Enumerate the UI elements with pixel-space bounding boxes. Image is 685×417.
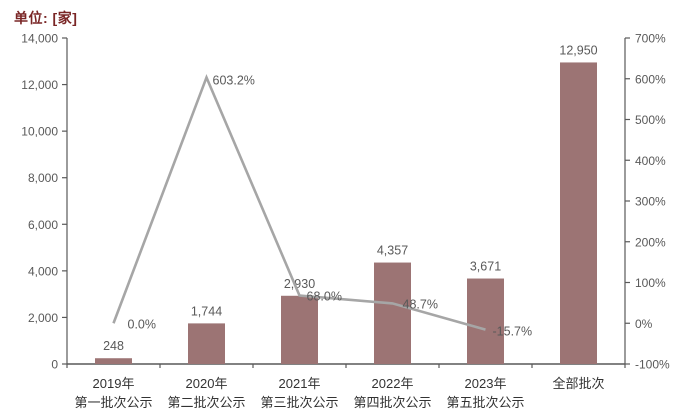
left-axis-tick-label: 2,000 xyxy=(28,311,58,325)
right-axis-tick-label: 200% xyxy=(635,235,666,249)
bar-value-label: 3,671 xyxy=(470,260,501,274)
bar xyxy=(281,295,318,364)
category-label-year: 2022年 xyxy=(372,376,414,391)
right-axis-tick-label: 600% xyxy=(635,72,666,86)
bar xyxy=(560,62,597,364)
category-label-batch: 第四批次公示 xyxy=(353,395,431,410)
unit-label: 单位: [家] xyxy=(14,10,78,26)
bar xyxy=(95,358,132,364)
growth-point-label: -15.7% xyxy=(493,325,533,339)
bar xyxy=(188,323,225,364)
growth-point-label: 68.0% xyxy=(307,290,342,304)
right-axis-tick-label: 700% xyxy=(635,32,666,46)
left-axis-tick-label: 4,000 xyxy=(28,264,58,278)
right-axis-tick-label: 300% xyxy=(635,195,666,209)
category-label-batch: 第一批次公示 xyxy=(74,395,152,410)
category-label-year: 2020年 xyxy=(186,376,228,391)
right-axis-tick-label: -100% xyxy=(635,358,670,372)
left-axis-tick-label: 14,000 xyxy=(21,32,58,46)
left-axis-tick-label: 10,000 xyxy=(21,125,58,139)
growth-point-label: 48.7% xyxy=(403,297,438,311)
growth-point-label: 0.0% xyxy=(128,317,157,331)
right-axis-tick-label: 100% xyxy=(635,276,666,290)
growth-point-label: 603.2% xyxy=(213,73,255,87)
category-label-year: 2023年 xyxy=(465,376,507,391)
bar-value-label: 248 xyxy=(103,339,124,353)
left-axis-tick-label: 0 xyxy=(51,358,58,372)
bar-value-label: 12,950 xyxy=(559,43,597,57)
category-label-year: 2019年 xyxy=(93,376,135,391)
category-label-batch: 第三批次公示 xyxy=(260,395,338,410)
bar-value-label: 4,357 xyxy=(377,244,408,258)
right-axis-tick-label: 400% xyxy=(635,154,666,168)
right-axis-tick-label: 0% xyxy=(635,317,653,331)
growth-line xyxy=(112,73,486,331)
category-label-year: 全部批次 xyxy=(552,376,604,391)
category-label-batch: 第五批次公示 xyxy=(446,395,524,410)
left-axis-tick-label: 6,000 xyxy=(28,218,58,232)
right-axis-tick-label: 500% xyxy=(635,113,666,127)
category-label-batch: 第二批次公示 xyxy=(167,395,245,410)
left-axis-tick-label: 12,000 xyxy=(21,78,58,92)
bar xyxy=(467,278,504,364)
bar-value-label: 1,744 xyxy=(191,304,222,318)
left-axis-tick-label: 8,000 xyxy=(28,171,58,185)
category-label-year: 2021年 xyxy=(279,376,321,391)
bar xyxy=(374,262,411,364)
